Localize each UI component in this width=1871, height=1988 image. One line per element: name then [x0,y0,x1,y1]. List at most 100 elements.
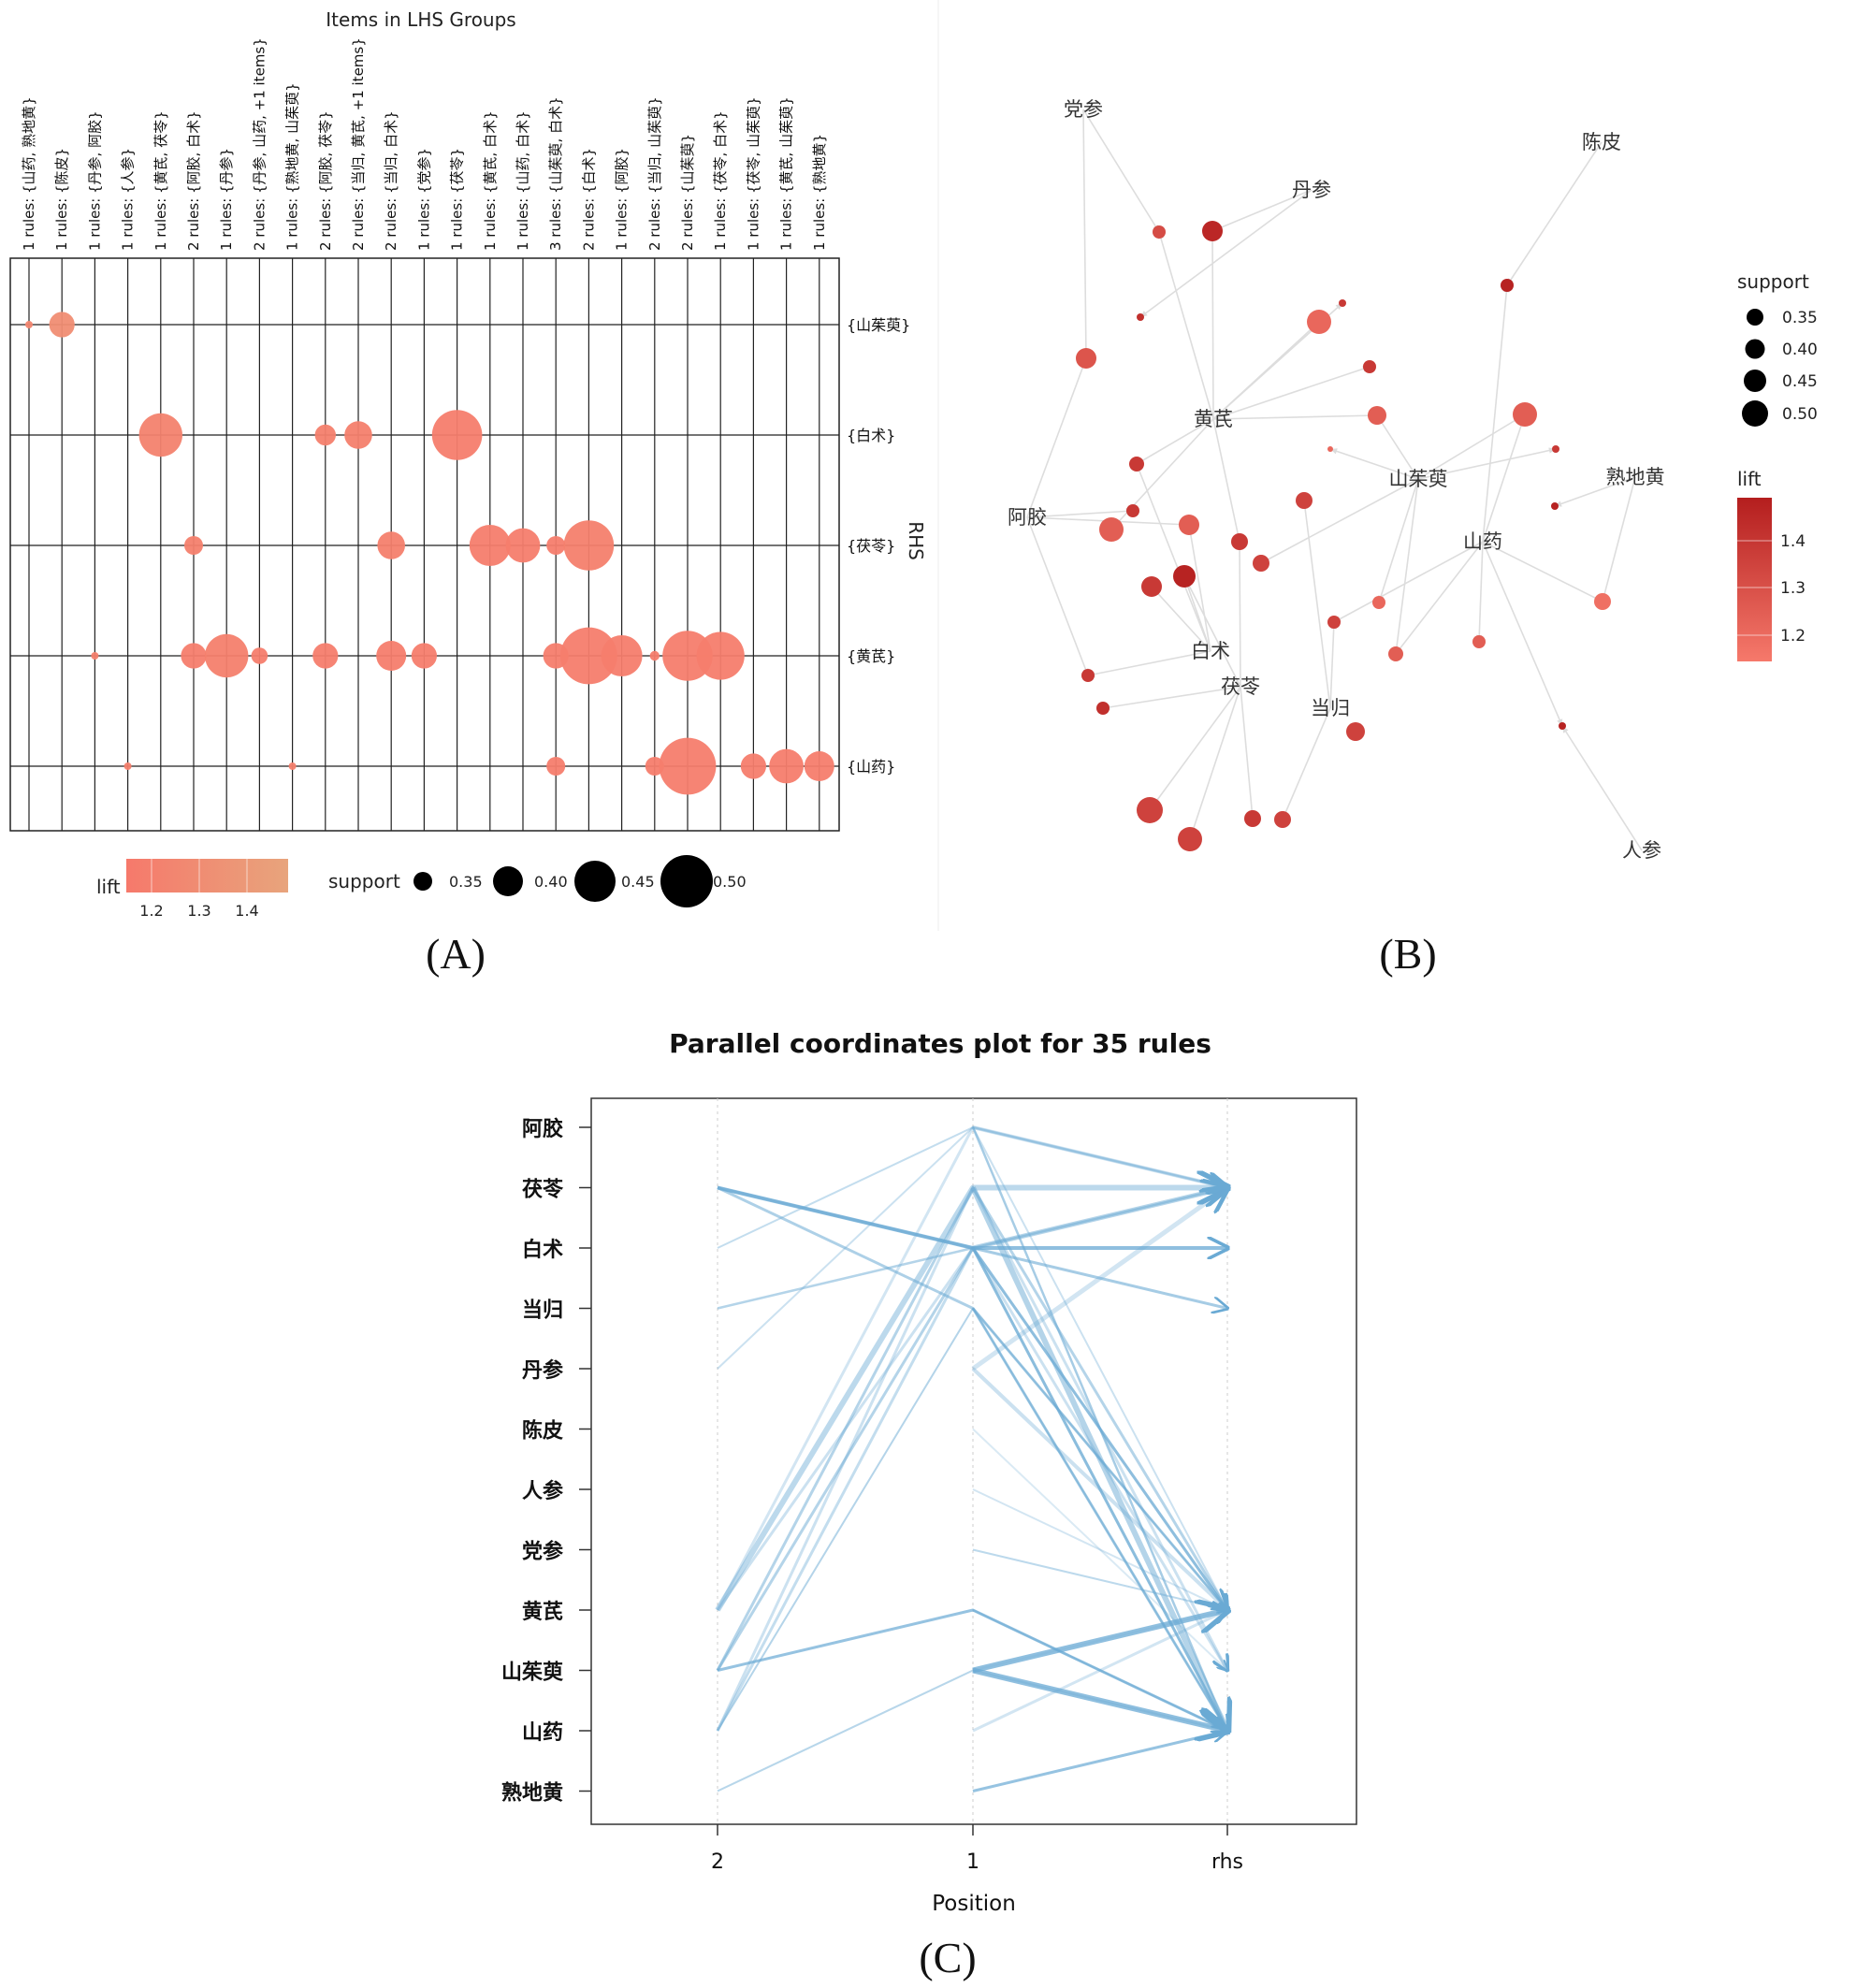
parallel-rule-line [971,1307,1227,1732]
rhs-axis-label: RHS [905,521,927,560]
parallel-rule-line [971,1247,1227,1610]
network-edge [1417,414,1526,480]
matrix-point [376,641,407,671]
lhs-group-label: 2 rules: {阿胶, 白术} [185,110,202,251]
network-item-label: 黄芪 [1194,408,1233,430]
parallel-item-label: 山药 [522,1721,563,1745]
parallel-item-label: 白术 [522,1238,563,1262]
network-rule-node [1372,596,1385,609]
lift-tick-label: 1.2 [139,902,163,920]
network-edge [1189,686,1241,840]
network-rule-node [1559,722,1566,730]
parallel-rule-line [972,1548,1227,1611]
parallel-rule-line [972,1609,1227,1731]
network-rule-node [1327,446,1333,452]
network-edge [1506,141,1603,286]
lift-legend: lift 1.2 1.3 1.4 [96,859,288,920]
lhs-group-label: 1 rules: {茯苓} [449,148,466,251]
network-edge [1102,686,1241,711]
panel-label-b: (B) [1379,930,1436,978]
lhs-group-label: 1 rules: {茯苓, 白术} [712,110,729,251]
panel-label-a: (A) [426,930,486,978]
network-lift-colorbar [1737,498,1772,661]
network-lift-title: lift [1737,468,1762,490]
network-edge [1393,478,1419,655]
rhs-item-label: {白术} [847,427,895,444]
parallel-position-label: 2 [711,1850,724,1874]
network-edges [1026,109,1643,851]
matrix-point [377,531,406,559]
network-support-legend: support 0.35 0.40 0.45 0.50 [1737,270,1818,427]
lhs-group-label: 1 rules: {熟地黄, 山茱萸} [284,82,301,251]
lhs-group-label: 2 rules: {当归, 山茱萸} [646,96,663,251]
support-legend-dot [660,855,713,907]
network-edge [1395,541,1484,655]
parallel-item-label: 熟地黄 [501,1781,563,1806]
support-legend-dot [493,866,523,896]
network-rule-node [1363,360,1376,373]
network-support-dot [1745,339,1765,359]
network-rule-node [1307,310,1331,334]
parallel-item-label: 山茱萸 [501,1661,564,1685]
network-edge [1212,418,1241,543]
network-edge [1082,109,1160,233]
network-support-dot [1742,400,1768,427]
parallel-title: Parallel coordinates plot for 35 rules [669,1028,1211,1059]
matrix-point [505,528,541,563]
network-rule-node [1137,313,1144,321]
network-rule-node [1472,635,1486,648]
network-support-dot [1747,309,1763,326]
network-edge [1482,541,1563,727]
network-rule-node [1244,810,1261,827]
matrix-point [288,762,297,770]
network-rule-node [1099,517,1124,542]
network-edge [1301,500,1331,709]
matrix-point [344,421,372,449]
network-edge [1561,725,1643,851]
parallel-rule-line [972,1307,1227,1611]
matrix-point [312,643,339,669]
matrix-point [91,652,99,660]
network-edge [1378,478,1419,603]
network-edge [1026,357,1087,518]
matrix-point [804,751,834,781]
network-rule-node [1552,445,1559,453]
rhs-labels: {山茱萸} {白术} {茯苓} {黄芪} {山药} [847,316,910,776]
parallel-rule-line [971,1188,1227,1371]
network-rule-node [1274,811,1291,828]
network-rule-node [1173,565,1196,588]
network-edge [1212,412,1378,420]
network-rule-node [1231,533,1248,550]
lhs-group-label: 1 rules: {茯苓, 山茱萸} [745,96,761,251]
network-edge [1151,586,1211,652]
matrix-point [560,627,617,685]
network-rule-nodes [1076,221,1611,851]
network-edge [1139,189,1313,318]
lhs-group-label: 2 rules: {阿胶, 茯苓} [317,110,334,251]
network-edge [1183,575,1211,652]
matrix-point [649,650,660,661]
matrix-point [411,643,437,669]
network-edge [1211,189,1313,232]
support-legend-title: support [328,870,400,892]
rhs-item-label: {山药} [847,758,895,776]
network-edge [1554,476,1636,507]
parallel-position-label: 1 [966,1850,979,1874]
matrix-point [205,633,249,678]
parallel-item-label: 陈皮 [522,1419,563,1444]
network-edge [1183,575,1241,688]
matrix-point [546,536,566,555]
matrix-point [25,321,33,328]
matrix-point [769,748,804,784]
lhs-group-label: 1 rules: {党参} [415,148,432,251]
parallel-item-label: 当归 [522,1299,563,1323]
matrix-point [314,424,336,446]
lift-tick-label: 1.4 [235,902,258,920]
support-legend-label: 0.50 [713,873,747,891]
network-edge [1601,476,1636,602]
network-rule-node [1081,669,1095,682]
network-edge [1482,284,1510,543]
network-edge [1082,109,1090,359]
